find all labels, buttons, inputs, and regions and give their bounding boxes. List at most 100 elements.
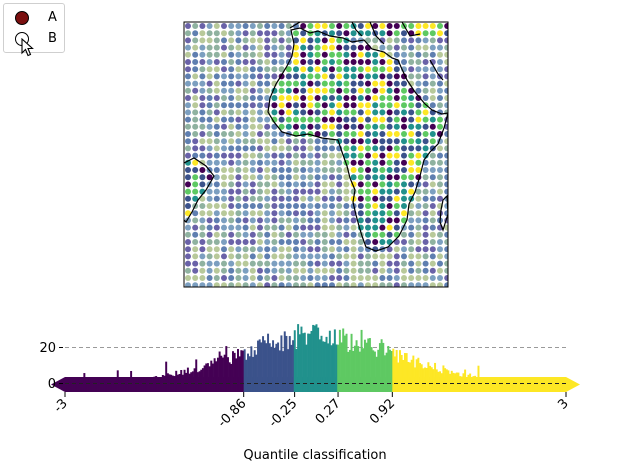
- map-dot: [228, 95, 235, 101]
- map-dot: [314, 239, 321, 245]
- radio-a-filled-icon[interactable]: [15, 11, 29, 25]
- map-dot: [444, 131, 448, 137]
- map-dot: [221, 253, 227, 260]
- histogram-bar: [557, 382, 560, 392]
- map-dot: [221, 37, 227, 44]
- map-dot: [422, 167, 429, 173]
- map-dot: [199, 23, 206, 29]
- histogram-bar: [252, 356, 255, 392]
- map-dot: [350, 73, 357, 80]
- histogram-bar: [115, 381, 118, 392]
- histogram-bar: [70, 382, 72, 392]
- map-dot: [307, 217, 314, 224]
- map-dot: [415, 44, 422, 51]
- map-dot: [185, 188, 191, 195]
- map-dot: [235, 109, 242, 116]
- map-dot: [264, 282, 271, 287]
- map-dot: [221, 174, 227, 181]
- map-dot: [444, 210, 448, 217]
- map-dot: [422, 181, 429, 188]
- map-dot: [379, 116, 386, 123]
- map-dot: [249, 66, 256, 73]
- histogram-bar: [470, 378, 473, 392]
- map-dot: [350, 145, 357, 152]
- map-dot: [213, 217, 220, 224]
- histogram-bar: [425, 368, 428, 392]
- map-dot: [206, 210, 213, 217]
- map-dot: [221, 66, 227, 73]
- map-dot: [293, 210, 299, 217]
- histogram-bar: [73, 382, 76, 392]
- map-dot: [401, 174, 407, 181]
- map-dot: [386, 59, 393, 65]
- map-dot: [444, 246, 448, 253]
- map-dot: [285, 145, 292, 152]
- histogram-bar: [487, 378, 490, 392]
- map-dot: [357, 239, 364, 245]
- map-dot: [365, 210, 371, 217]
- map-dot: [379, 30, 386, 37]
- map-dot: [221, 203, 227, 209]
- histogram-bar: [500, 379, 503, 392]
- map-dot: [314, 253, 321, 260]
- map-dot: [278, 217, 285, 224]
- map-dot: [336, 73, 343, 80]
- map-dot: [235, 131, 242, 137]
- map-dot: [185, 80, 191, 87]
- map-dot: [293, 282, 299, 287]
- map-dot: [278, 30, 285, 37]
- map-dot: [213, 73, 220, 80]
- map-dot: [386, 159, 393, 166]
- map-dot: [386, 275, 393, 281]
- histogram-bar: [95, 382, 98, 392]
- map-dot: [401, 275, 407, 281]
- map-dot: [357, 73, 364, 80]
- map-dot: [249, 44, 256, 51]
- map-dot: [422, 195, 429, 202]
- map-dot: [379, 51, 386, 58]
- map-dot: [336, 195, 343, 202]
- map-dot: [415, 260, 422, 267]
- map-dot: [343, 275, 350, 281]
- histogram-bar: [125, 380, 128, 392]
- map-dot: [321, 116, 328, 123]
- map-dot: [365, 73, 371, 80]
- map-dot: [221, 239, 227, 245]
- map-dot: [293, 95, 299, 101]
- histogram-bar: [287, 349, 290, 392]
- map-dot: [437, 51, 443, 58]
- map-dot: [228, 174, 235, 181]
- histogram-bar: [86, 382, 89, 392]
- map-dot: [300, 231, 307, 238]
- xtick-label: 0.92: [367, 396, 398, 427]
- histogram-bar: [489, 378, 492, 392]
- map-dot: [329, 23, 335, 29]
- map-dot: [185, 203, 191, 209]
- map-dot: [307, 51, 314, 58]
- map-dot: [343, 174, 350, 181]
- map-dot: [350, 159, 357, 166]
- map-dot: [206, 59, 213, 65]
- histogram-bar: [342, 328, 345, 392]
- map-dot: [429, 217, 436, 224]
- map-dot: [350, 260, 357, 267]
- map-dot: [185, 174, 191, 181]
- histogram-bar: [165, 361, 168, 392]
- histogram-bar: [494, 379, 497, 392]
- map-dot: [444, 80, 448, 87]
- map-dot: [415, 239, 422, 245]
- map-dot: [329, 116, 335, 123]
- map-dot: [206, 188, 213, 195]
- map-dot: [365, 203, 371, 209]
- map-dot: [300, 23, 307, 29]
- legend-item-a[interactable]: A: [4, 8, 64, 28]
- histogram-bar: [462, 373, 465, 392]
- histogram-bar: [375, 356, 378, 392]
- map-dot: [300, 188, 307, 195]
- histogram-bar: [535, 382, 538, 392]
- map-dot: [228, 59, 235, 65]
- map-dot: [293, 80, 299, 87]
- map-dot: [343, 217, 350, 224]
- map-dot: [365, 23, 371, 29]
- map-dot: [235, 239, 242, 245]
